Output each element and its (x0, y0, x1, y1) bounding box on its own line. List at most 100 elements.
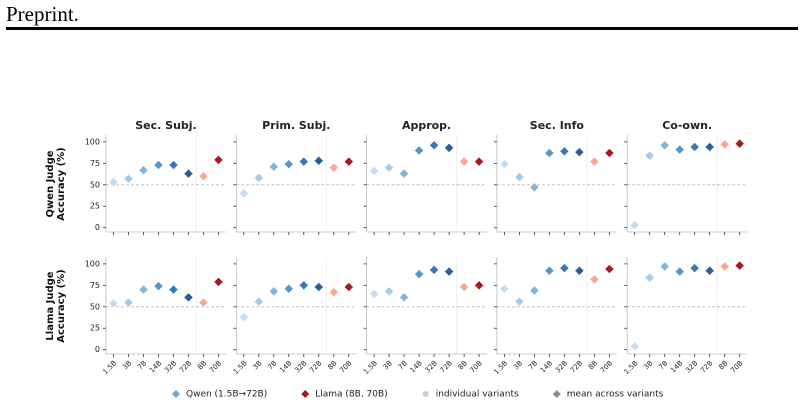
mean-marker (574, 147, 585, 158)
y-axis-label: Llama Judge Accuracy (%) (45, 268, 67, 343)
mean-marker (198, 297, 209, 308)
x-tick-label: 72B (439, 359, 454, 374)
mean-marker (459, 156, 469, 167)
mean-marker (283, 283, 294, 294)
mean-marker (343, 156, 354, 167)
x-tick-label: 32B (424, 359, 439, 374)
x-tick-label: 7B (657, 359, 669, 371)
y-tick-label: 75 (90, 159, 100, 168)
y-tick-label: 100 (85, 259, 100, 268)
mean-marker (514, 296, 525, 307)
mean-marker (399, 292, 409, 303)
mean-marker (123, 173, 134, 184)
legend-marker (422, 391, 429, 397)
x-tick-label: 14B (409, 359, 424, 374)
x-tick-label: 1.5B (362, 359, 379, 376)
mean-marker (719, 261, 730, 272)
x-tick-label: 8B (587, 359, 599, 371)
x-tick-label: 3B (251, 359, 263, 371)
panel-title: Prim. Subj. (262, 119, 330, 132)
mean-marker (213, 155, 224, 165)
mean-marker (444, 143, 454, 153)
mean-marker (704, 142, 715, 152)
x-tick-label: 32B (684, 359, 699, 374)
x-tick-label: 1.5B (492, 359, 509, 376)
mean-marker (168, 160, 179, 170)
x-tick-label: 72B (308, 359, 323, 374)
mean-marker (253, 296, 264, 307)
mean-marker (168, 284, 179, 295)
x-tick-label: 8B (326, 359, 338, 371)
mean-marker (429, 265, 439, 275)
x-tick-label: 70B (469, 359, 484, 374)
mean-marker (734, 138, 745, 149)
x-tick-label: 8B (196, 359, 208, 371)
mean-marker (108, 177, 119, 188)
mean-marker (253, 173, 264, 183)
mean-marker (268, 161, 279, 172)
mean-marker (429, 140, 439, 151)
x-tick-label: 70B (599, 359, 614, 374)
mean-marker (298, 280, 309, 291)
mean-marker (313, 282, 324, 292)
mean-marker (529, 285, 540, 296)
legend-marker (552, 390, 561, 398)
mean-marker (399, 168, 409, 179)
mean-marker (689, 142, 700, 152)
mean-marker (138, 165, 149, 176)
mean-marker (183, 292, 194, 303)
mean-marker (138, 284, 149, 295)
x-tick-label: 72B (178, 359, 193, 374)
mean-marker (474, 156, 484, 167)
panel-title: Approp. (402, 119, 451, 132)
mean-marker (659, 140, 670, 151)
mean-marker (268, 286, 279, 297)
x-tick-label: 7B (527, 359, 539, 371)
mean-marker (283, 159, 294, 170)
x-tick-label: 32B (163, 359, 178, 374)
y-axis-label: Qwen Judge Accuracy (%) (45, 146, 67, 221)
y-tick-label: 50 (90, 180, 100, 189)
mean-marker (238, 188, 249, 199)
legend-label: mean across variants (567, 390, 664, 400)
x-tick-label: 14B (278, 359, 293, 374)
x-tick-label: 7B (266, 359, 278, 371)
y-tick-label: 0 (95, 223, 100, 232)
panel-title: Sec. Info (530, 119, 585, 132)
mean-marker (644, 272, 655, 283)
y-tick-label: 25 (90, 324, 100, 333)
mean-marker (198, 171, 209, 182)
mean-marker (499, 283, 510, 294)
x-tick-label: 14B (669, 359, 684, 374)
mean-marker (123, 297, 134, 308)
mean-marker (444, 266, 454, 277)
x-tick-label: 7B (136, 359, 148, 371)
x-tick-label: 32B (293, 359, 308, 374)
panel-title: Sec. Subj. (135, 119, 197, 132)
header: Preprint. (6, 2, 79, 26)
legend-label: individual variants (436, 390, 519, 400)
x-tick-label: 8B (717, 359, 729, 371)
mean-marker (384, 162, 394, 173)
mean-marker (414, 145, 424, 156)
mean-marker (629, 341, 640, 352)
mean-marker (689, 263, 700, 274)
mean-marker (369, 289, 379, 299)
mean-marker (719, 139, 730, 150)
mean-marker (589, 274, 600, 285)
mean-marker (328, 287, 339, 298)
x-tick-label: 72B (699, 359, 714, 374)
x-tick-label: 7B (397, 359, 409, 371)
mean-marker (544, 265, 555, 276)
mean-marker (238, 312, 249, 322)
panel-title: Co-own. (662, 119, 712, 132)
mean-marker (644, 150, 655, 161)
mean-marker (328, 162, 339, 173)
legend-marker (301, 390, 310, 398)
mean-marker (514, 172, 525, 182)
mean-marker (298, 156, 309, 167)
mean-marker (674, 266, 685, 277)
mean-marker (153, 160, 164, 170)
mean-marker (604, 148, 615, 158)
